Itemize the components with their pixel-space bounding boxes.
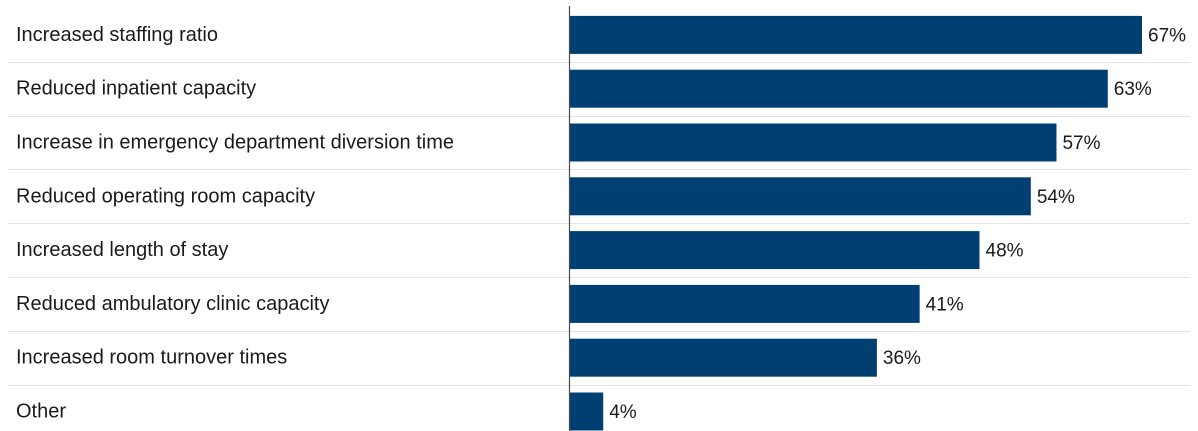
category-label: Reduced operating room capacity xyxy=(16,185,315,207)
bar xyxy=(569,392,604,431)
category-label: Reduced ambulatory clinic capacity xyxy=(16,293,330,315)
category-label: Reduced inpatient capacity xyxy=(16,78,256,100)
row-dividers xyxy=(8,62,1190,386)
bar xyxy=(569,177,1031,216)
category-label: Increase in emergency department diversi… xyxy=(16,132,454,154)
bar xyxy=(569,69,1108,108)
value-label: 63% xyxy=(1114,79,1152,100)
bar xyxy=(569,15,1142,54)
value-label: 48% xyxy=(986,241,1024,262)
value-label: 67% xyxy=(1148,25,1186,46)
category-label: Increased room turnover times xyxy=(16,347,287,369)
value-label: 54% xyxy=(1037,187,1075,208)
value-labels: 67% 63% 57% 54% 48% 41% 36% 4% xyxy=(609,25,1186,423)
category-labels: Increased staffing ratio Reduced inpatien… xyxy=(16,24,454,423)
value-label: 36% xyxy=(883,348,921,369)
category-label: Increased staffing ratio xyxy=(16,24,218,46)
bar xyxy=(569,231,980,270)
category-label: Increased length of stay xyxy=(16,239,228,261)
value-label: 57% xyxy=(1062,133,1100,154)
bars xyxy=(569,15,1142,431)
category-label: Other xyxy=(16,401,66,423)
bar xyxy=(569,338,877,377)
bar xyxy=(569,123,1057,162)
value-label: 41% xyxy=(926,294,964,315)
bar xyxy=(569,284,920,323)
value-label: 4% xyxy=(609,402,637,423)
